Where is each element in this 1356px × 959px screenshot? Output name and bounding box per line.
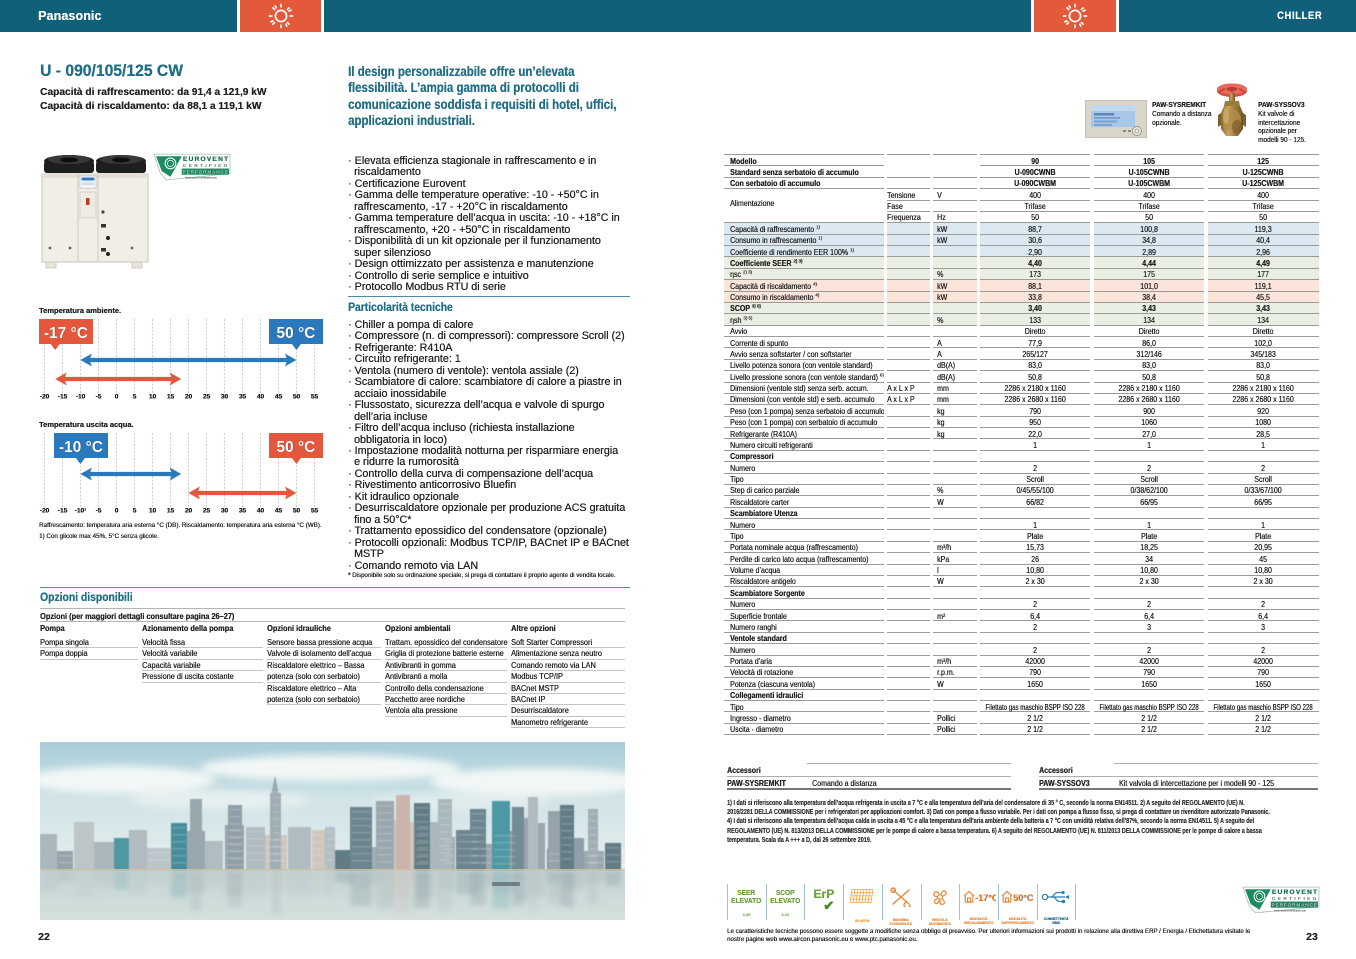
svg-text:-20: -20	[40, 508, 50, 515]
svg-text:45: 45	[275, 508, 283, 515]
svg-text:50: 50	[293, 508, 301, 515]
svg-text:CERTIFIED: CERTIFIED	[183, 163, 228, 168]
svg-text:35: 35	[239, 394, 247, 401]
svg-text:-15: -15	[58, 394, 68, 401]
svg-text:5: 5	[133, 394, 137, 401]
svg-text:35: 35	[239, 508, 247, 515]
svg-text:-10: -10	[76, 394, 86, 401]
svg-text:55: 55	[311, 508, 319, 515]
svg-text:10: 10	[149, 394, 157, 401]
svg-text:-17°C: -17°C	[975, 893, 996, 903]
svg-text:25: 25	[203, 394, 211, 401]
svg-text:20: 20	[185, 508, 193, 515]
svg-text:EUROVENT: EUROVENT	[183, 156, 228, 163]
svg-text:-15: -15	[58, 508, 68, 515]
svg-text:40: 40	[257, 394, 265, 401]
svg-text:-5: -5	[95, 394, 101, 401]
svg-text:-10¹: -10¹	[75, 508, 87, 515]
svg-text:40: 40	[257, 508, 265, 515]
svg-text:15: 15	[167, 394, 175, 401]
svg-text:45: 45	[275, 394, 283, 401]
svg-text:-10 °C: -10 °C	[59, 439, 103, 456]
svg-text:www.eurovent-certification.com: www.eurovent-certification.com	[1274, 909, 1306, 912]
svg-text:50°C: 50°C	[1013, 893, 1034, 903]
svg-text:0: 0	[115, 508, 119, 515]
svg-text:30: 30	[221, 394, 229, 401]
svg-text:5: 5	[133, 508, 137, 515]
svg-text:55: 55	[311, 394, 319, 401]
svg-text:25: 25	[203, 508, 211, 515]
svg-text:EUROVENT: EUROVENT	[1272, 889, 1317, 896]
svg-text:30: 30	[221, 508, 229, 515]
svg-text:50 °C: 50 °C	[277, 325, 316, 342]
svg-text:-5: -5	[95, 508, 101, 515]
svg-text:www.eurovent-certification.com: www.eurovent-certification.com	[185, 176, 217, 179]
svg-text:PERFORMANCE: PERFORMANCE	[1272, 902, 1317, 907]
svg-text:CERTIFIED: CERTIFIED	[1272, 896, 1317, 901]
svg-text:15: 15	[167, 508, 175, 515]
svg-text:20: 20	[185, 394, 193, 401]
svg-text:50: 50	[293, 394, 301, 401]
svg-text:-17 °C: -17 °C	[44, 325, 88, 342]
svg-text:50 °C: 50 °C	[277, 439, 316, 456]
svg-text:10: 10	[149, 508, 157, 515]
svg-text:-20: -20	[40, 394, 50, 401]
svg-text:0: 0	[115, 394, 119, 401]
svg-text:PERFORMANCE: PERFORMANCE	[183, 169, 228, 174]
